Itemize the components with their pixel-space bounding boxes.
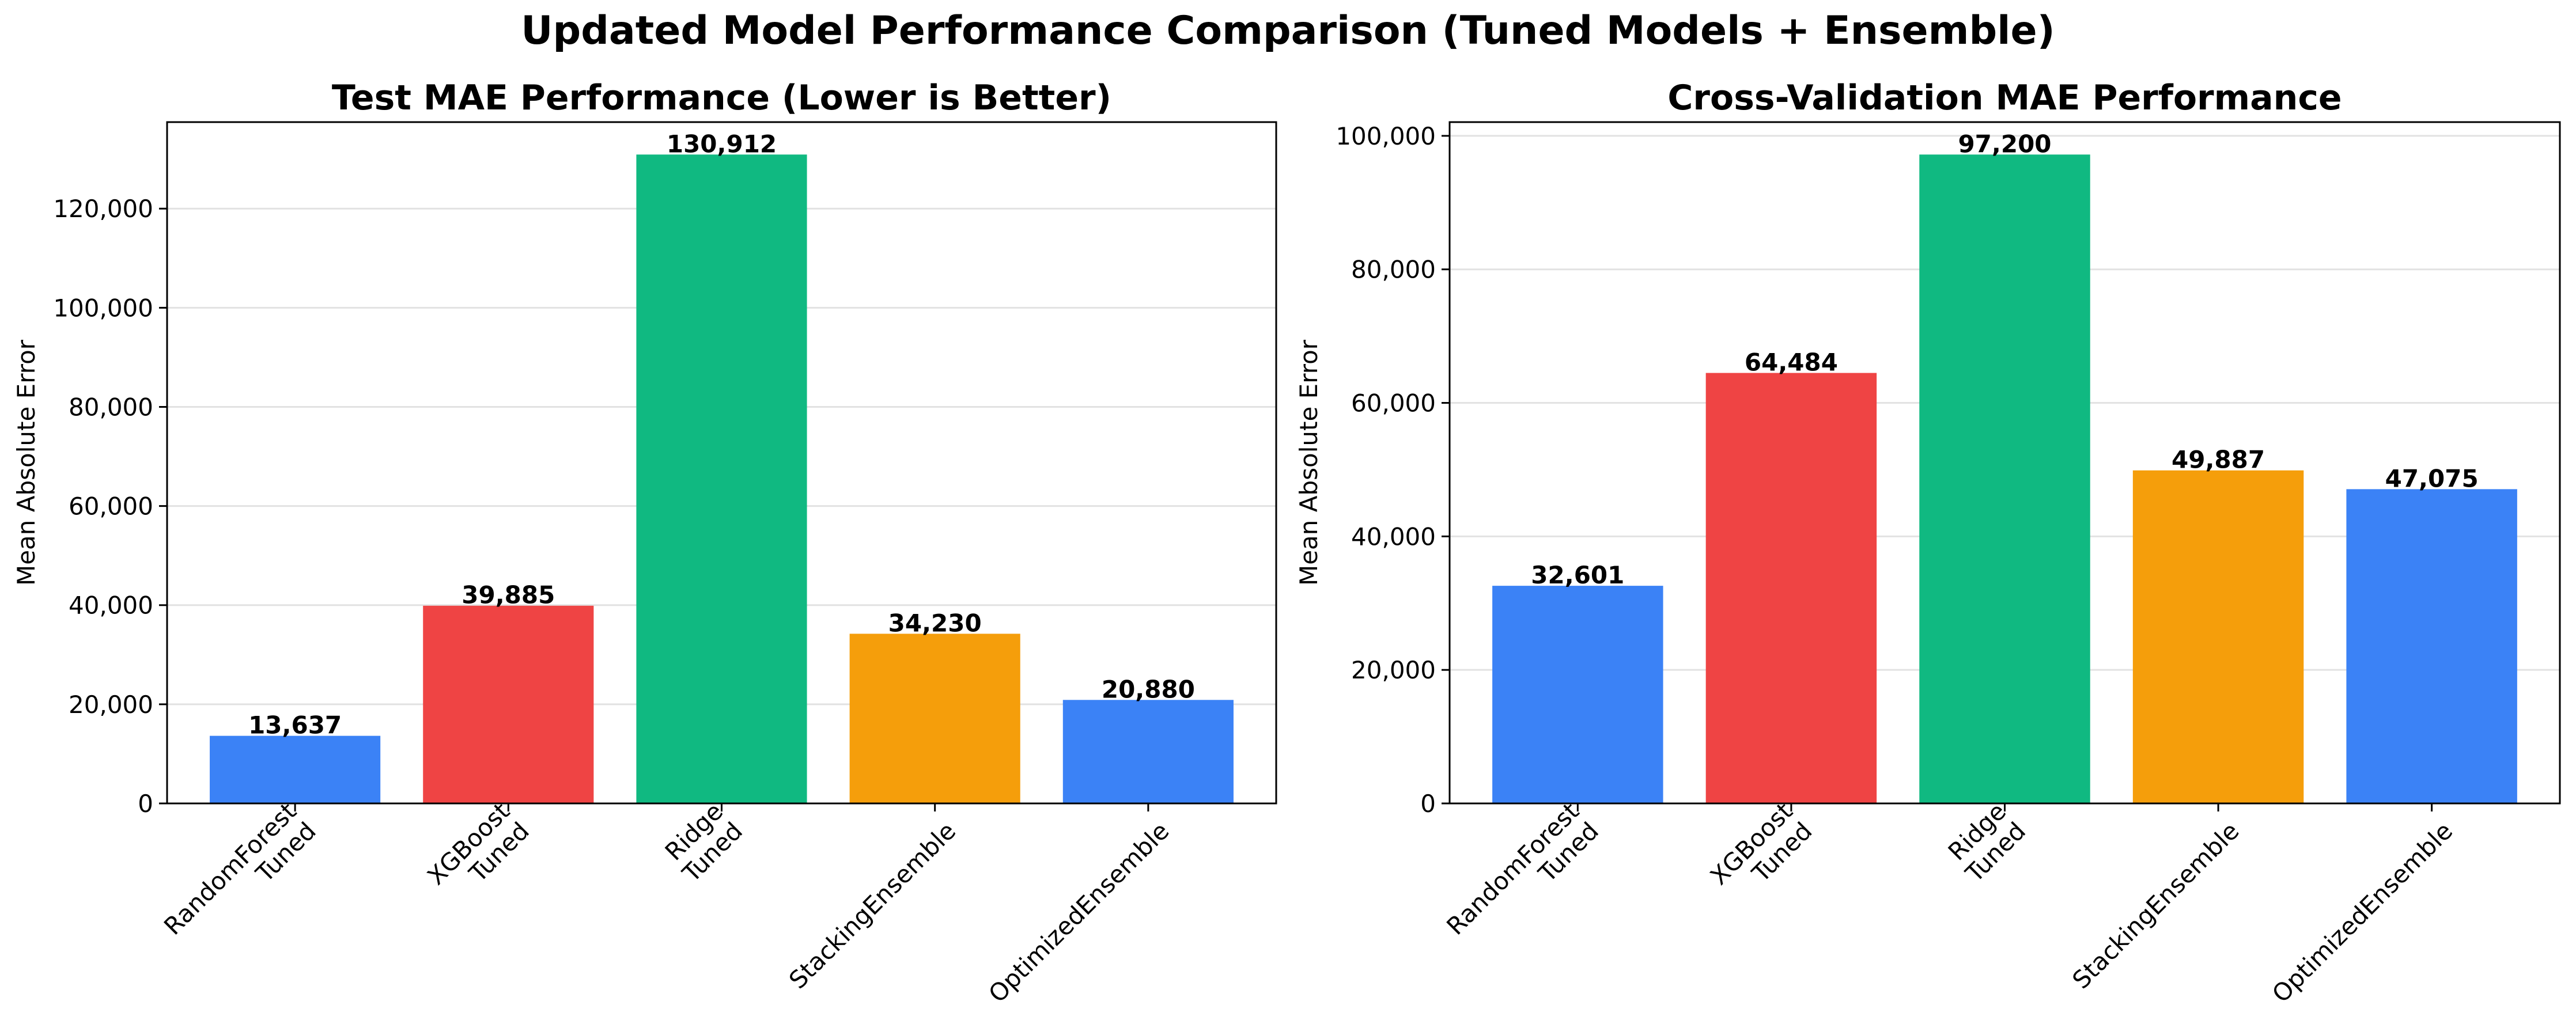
x-tick-label: RidgeTuned — [1940, 797, 2031, 888]
bar-value-label: 39,885 — [462, 581, 555, 609]
bar — [1062, 700, 1234, 803]
bar — [849, 634, 1020, 803]
y-tick-label: 120,000 — [53, 195, 153, 223]
bar-value-label: 97,200 — [1958, 130, 2051, 158]
x-tick-label: XGBoostTuned — [1705, 797, 1818, 910]
chart-title: Cross-Validation MAE Performance — [1667, 78, 2342, 118]
bar — [1492, 586, 1663, 803]
bar — [1919, 154, 2090, 803]
bar-value-label: 34,230 — [888, 609, 982, 637]
bar-value-label: 32,601 — [1531, 561, 1624, 589]
y-tick-label: 40,000 — [69, 591, 153, 620]
bar-value-label: 130,912 — [667, 130, 777, 158]
chart-title: Test MAE Performance (Lower is Better) — [332, 78, 1111, 118]
y-tick-label: 40,000 — [1351, 522, 1436, 551]
bar — [636, 154, 807, 803]
x-tick-label-line: OptimizedEnsemble — [2267, 817, 2458, 1008]
x-tick-label: RandomForestTuned — [1441, 797, 1604, 960]
y-tick-label: 80,000 — [1351, 256, 1436, 284]
bar — [210, 735, 381, 803]
bar — [2346, 489, 2517, 803]
bar-value-label: 20,880 — [1102, 675, 1195, 703]
bar-value-label: 64,484 — [1745, 348, 1838, 377]
x-tick-label-line: StackingEnsemble — [2067, 817, 2244, 994]
y-tick-label: 20,000 — [1351, 656, 1436, 684]
y-tick-label: 0 — [1420, 790, 1436, 818]
bar-value-label: 13,637 — [248, 711, 342, 739]
y-axis-label: Mean Absolute Error — [12, 339, 40, 586]
x-tick-label: StackingEnsemble — [2067, 817, 2244, 994]
bar — [1705, 373, 1877, 803]
y-tick-label: 20,000 — [69, 691, 153, 719]
bar — [423, 605, 594, 803]
figure-title: Updated Model Performance Comparison (Tu… — [521, 8, 2055, 54]
y-tick-label: 60,000 — [1351, 389, 1436, 418]
y-axis-label: Mean Absolute Error — [1295, 339, 1323, 586]
x-tick-label: OptimizedEnsemble — [2267, 817, 2458, 1008]
y-tick-label: 60,000 — [69, 492, 153, 521]
bar-value-label: 47,075 — [2385, 464, 2479, 492]
bar — [2132, 470, 2304, 803]
y-tick-label: 80,000 — [69, 393, 153, 421]
bar-value-label: 49,887 — [2172, 446, 2265, 474]
y-tick-label: 100,000 — [53, 294, 153, 322]
y-tick-label: 100,000 — [1336, 122, 1436, 150]
y-tick-label: 0 — [138, 790, 153, 818]
